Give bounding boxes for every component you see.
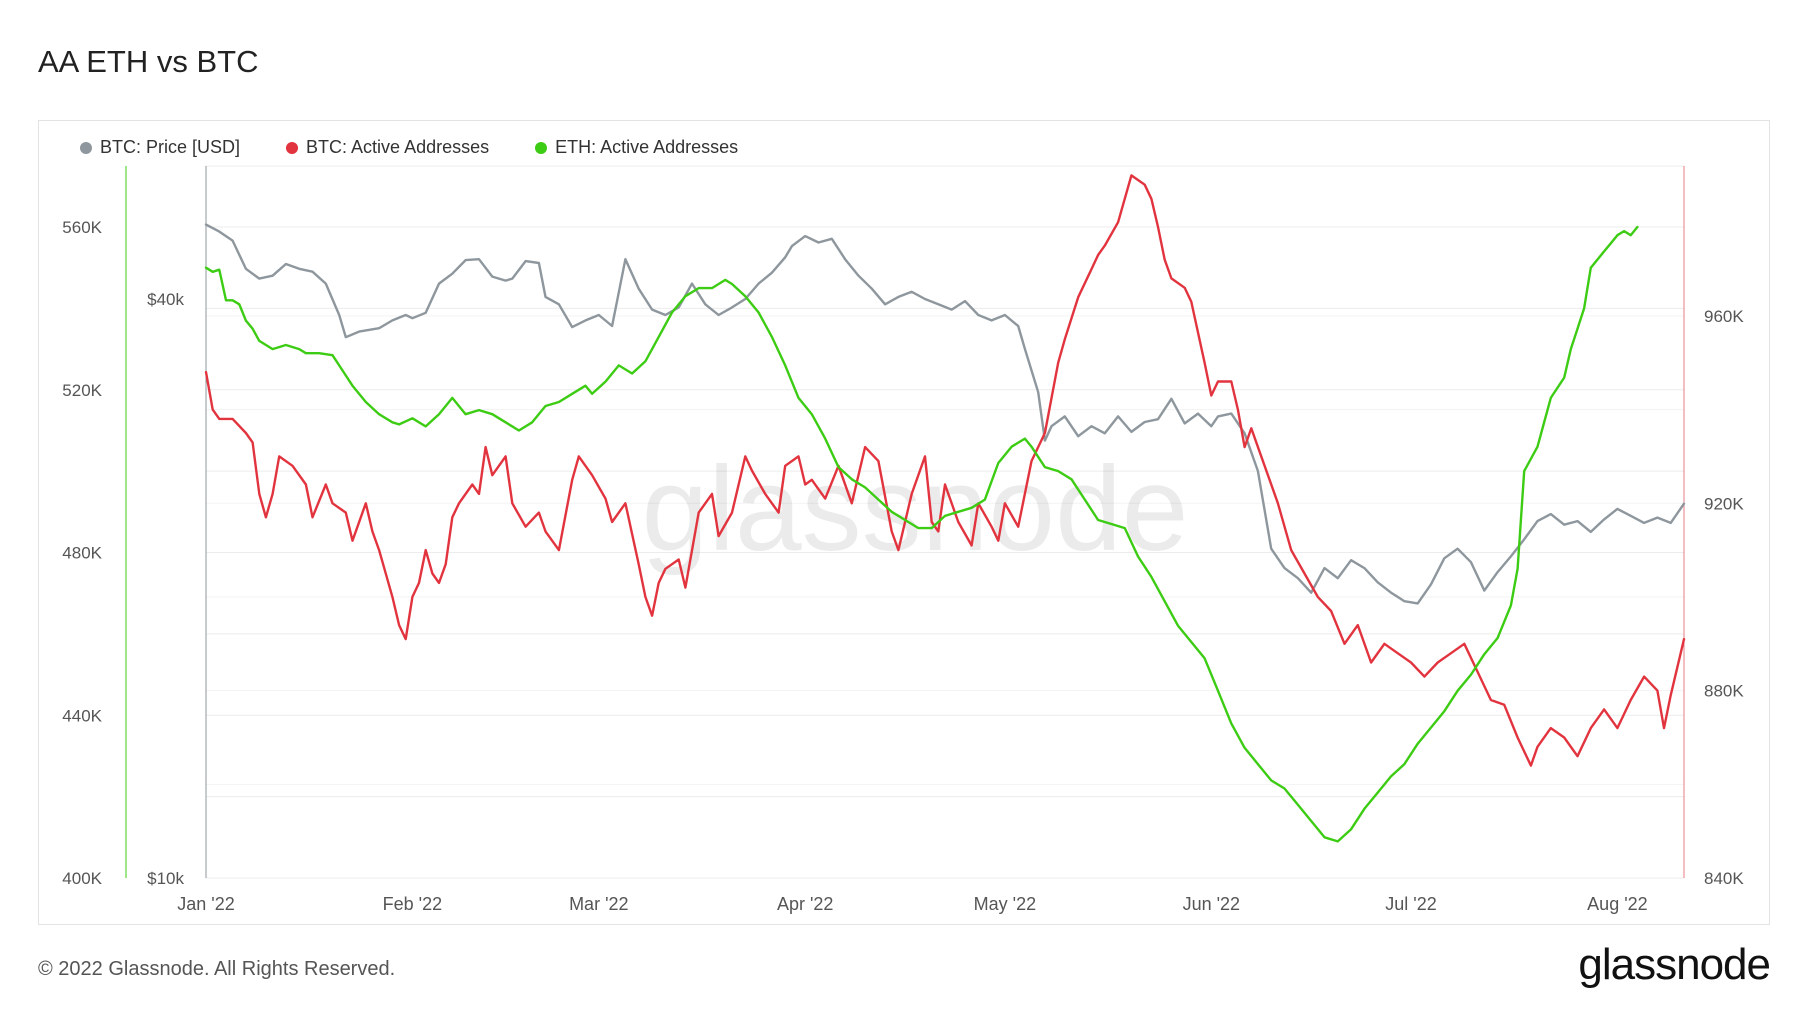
copyright-text: © 2022 Glassnode. All Rights Reserved.	[38, 958, 396, 980]
eth-tick-label: 560K	[62, 218, 102, 237]
price-tick-label: $40k	[147, 290, 184, 309]
legend-dot-eth-active	[535, 141, 548, 154]
legend-label-btc-active: BTC: Active Addresses	[306, 137, 490, 157]
legend-dot-btc-active	[286, 141, 299, 154]
x-tick-label: Aug '22	[1587, 894, 1648, 914]
btc-tick-label: 920K	[1704, 494, 1744, 513]
legend-item-btc-active[interactable]: BTC: Active Addresses	[286, 137, 489, 158]
x-tick-label: Jun '22	[1183, 894, 1240, 914]
x-tick-label: May '22	[974, 894, 1036, 914]
legend-item-btc-price[interactable]: BTC: Price [USD]	[80, 137, 240, 158]
chart-panel	[38, 120, 1770, 925]
series-btc-price-line	[204, 223, 1686, 605]
watermark-text: glassnode	[641, 442, 1188, 576]
btc-tick-label: 840K	[1704, 869, 1744, 888]
price-tick-label: $10k	[147, 869, 184, 888]
x-tick-label: Jan '22	[177, 894, 234, 914]
legend-item-eth-active[interactable]: ETH: Active Addresses	[535, 137, 738, 158]
legend: BTC: Price [USD] BTC: Active Addresses E…	[80, 137, 738, 158]
legend-label-eth-active: ETH: Active Addresses	[555, 137, 739, 157]
series-eth-active-line	[204, 225, 1639, 843]
glassnode-logo: glassnode	[1578, 940, 1771, 989]
x-tick-label: Jul '22	[1385, 894, 1436, 914]
series-btc-active-line	[204, 174, 1686, 767]
x-tick-label: Apr '22	[777, 894, 833, 914]
eth-tick-label: 480K	[62, 544, 102, 563]
legend-dot-btc-price	[80, 141, 92, 154]
x-tick-label: Mar '22	[569, 894, 628, 914]
btc-tick-label: 880K	[1704, 682, 1744, 701]
chart-title: AA ETH vs BTC	[38, 44, 259, 79]
eth-tick-label: 440K	[62, 706, 102, 725]
btc-tick-label: 960K	[1704, 307, 1744, 326]
eth-tick-label: 400K	[62, 869, 102, 888]
eth-tick-label: 520K	[62, 381, 102, 400]
legend-label-btc-price: BTC: Price [USD]	[100, 137, 241, 157]
x-tick-label: Feb '22	[383, 894, 442, 914]
